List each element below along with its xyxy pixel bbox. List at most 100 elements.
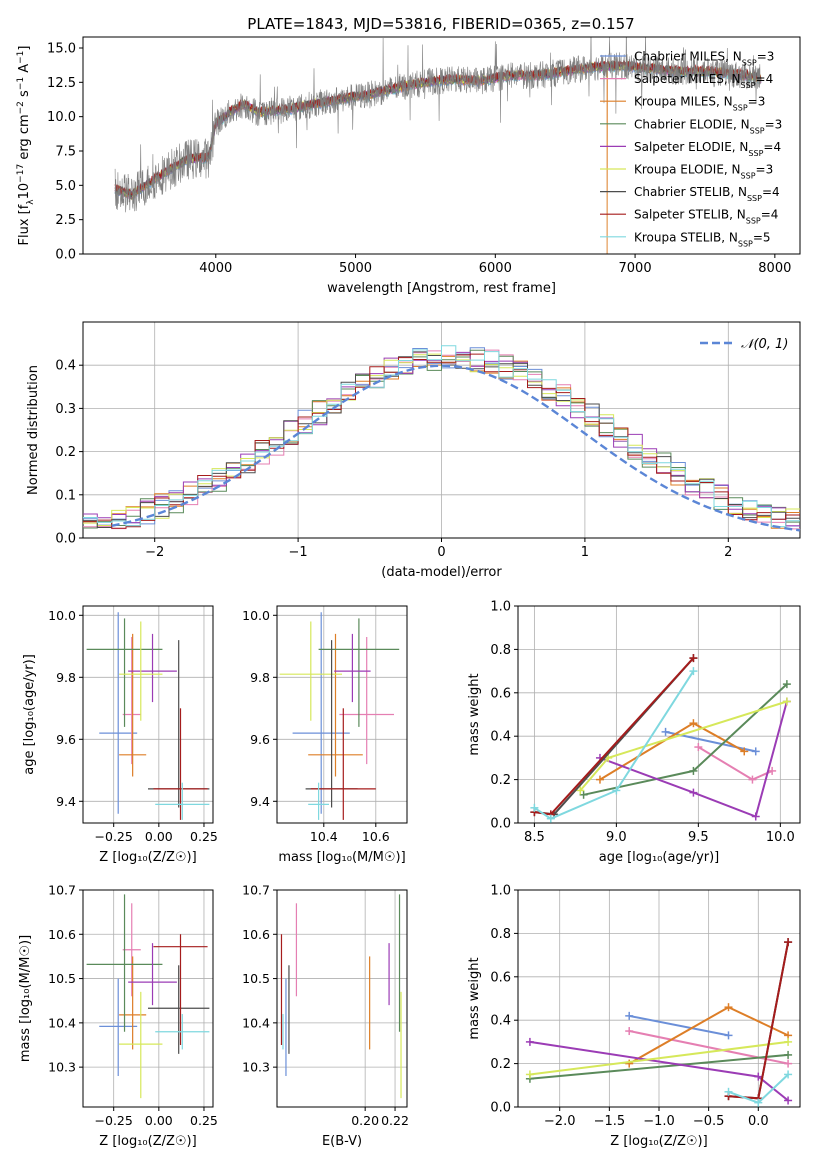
y-axis-label-part: λ [26,199,36,205]
x-tick-label: −1.0 [643,1114,675,1129]
mass-vs-metallicity-panel: −0.25 0.00 0.25 10.3 10.4 10.5 10.6 10.7 Z [log₁… [18,883,218,1150]
legend-sub: SSP [738,239,753,248]
y-tick-label: 0.4 [55,359,76,374]
y-tick-label: 0.4 [490,1014,511,1029]
normal-curve [111,364,801,532]
x-tick-label: 8000 [758,261,791,276]
residuals-panel: −2 −1 0 1 2 0.0 0.1 0.2 0.3 0.4 (data-model)/error… [26,321,801,580]
y-tick-label: 5.0 [55,179,76,194]
y-tick-label: 9.4 [250,794,270,809]
y-axis-label: Normed distribution [26,365,41,495]
x-tick-label: 4000 [199,261,232,276]
x-tick-label: −2 [145,545,164,560]
y-tick-label: 0.2 [490,1057,511,1072]
x-axis-label: (data-model)/error [381,565,502,580]
x-tick-label: 0.25 [190,1113,218,1128]
legend-name: Kroupa ELODIE, N [634,163,741,177]
x-tick-label: −1.5 [594,1114,626,1129]
legend-label-KS: Kroupa STELIB, NSSP=5 [634,230,771,248]
legend-value: =5 [753,230,771,244]
y-axis-label-part: s [17,90,32,101]
axes-frame [276,605,408,824]
legend-sub: SSP [741,81,756,90]
y-tick-label: 10.0 [48,608,76,623]
y-tick-label: 10.6 [48,927,76,942]
legend-sub: SSP [733,103,748,112]
legend-value: =4 [763,140,781,154]
y-axis-label: mass weight [467,957,482,1039]
y-tick-label: 0.4 [490,730,511,745]
age-vs-metallicity-panel: −0.25 0.00 0.25 9.4 9.6 9.8 10.0 Z [log₁₀(Z/Z☉)… [22,605,218,865]
x-tick-label: 1 [581,545,589,560]
y-tick-label: 15.0 [47,41,76,56]
y-tick-label: 0.8 [490,643,511,658]
axes-frame [82,36,801,255]
spectrum-panel: 4000 5000 6000 7000 8000 0.0 2.5 5.0 7.5 10.0 12.5… [16,36,801,296]
y-axis-label-part: −17 [16,164,26,183]
x-axis-label: Z [log₁₀(Z/Z☉)] [610,1134,707,1149]
y-tick-label: 1.0 [490,600,511,615]
legend-label-SE: Salpeter ELODIE, NSSP=4 [634,140,781,158]
x-tick-label: 0.0 [748,1114,769,1129]
legend-sub: SSP [747,194,762,203]
x-tick-label: −2.0 [544,1114,576,1129]
weight-line-KS [533,670,695,820]
y-axis-label-part: −2 [16,101,26,114]
x-axis-label: wavelength [Angstrom, rest frame] [327,281,556,296]
legend-name: Salpeter ELODIE, N [634,140,748,154]
y-tick-label: 9.8 [250,670,270,685]
y-axis-label-part: −1 [16,51,26,64]
y-tick-label: 0.6 [490,970,511,985]
x-tick-label: 0.00 [145,1113,173,1128]
y-tick-label: 2.5 [55,213,76,228]
weight-vs-age-panel: 8.5 9.0 9.5 10.0 0.0 0.2 0.4 0.6 0.8 1.0 age [log₁… [467,600,801,865]
x-axis-label: E(B-V) [322,1134,362,1149]
plot-area [114,37,762,254]
x-axis-label: Z [log₁₀(Z/Z☉)] [99,850,196,865]
legend-name: Chabrier MILES, N [634,50,742,64]
axes-frame [276,889,408,1108]
y-tick-label: 0.1 [55,488,76,503]
y-axis-label: Flux [fλ10−17 erg cm−2 s−1 A−1] [16,46,36,246]
x-tick-label: 8.5 [524,830,545,845]
legend-sub: SSP [748,148,763,157]
legend-name: Chabrier STELIB, N [634,185,747,199]
x-tick-label: 9.5 [688,830,709,845]
y-axis-label-part: Flux [f [17,204,32,245]
y-tick-label: 10.7 [242,883,270,898]
legend-name: Kroupa MILES, N [634,95,733,109]
y-tick-label: 10.6 [242,927,270,942]
legend-label-KE: Kroupa ELODIE, NSSP=3 [634,163,773,181]
legend-label-CE: Chabrier ELODIE, NSSP=3 [634,117,782,135]
x-tick-label: −0.25 [95,829,133,844]
legend-name: Salpeter MILES, N [634,72,741,86]
weight-vs-metallicity-panel: −2.0 −1.5 −1.0 −0.5 0.0 0.0 0.2 0.4 0.6 0.8 1.0 Z [… [467,884,801,1149]
legend-name: Chabrier ELODIE, N [634,117,750,131]
y-tick-label: 9.4 [56,794,76,809]
y-tick-label: 10.4 [242,1015,270,1030]
y-axis-label-part: ] [17,46,32,51]
legend-value: =4 [756,72,774,86]
x-axis-label: age [log₁₀(age/yr)] [599,850,720,865]
legend-value: =3 [756,163,774,177]
figure-title: PLATE=1843, MJD=53816, FIBERID=0365, z=0… [247,15,634,33]
y-tick-label: 9.6 [250,732,270,747]
y-axis-label: age [log₁₀(age/yr)] [22,654,37,775]
legend-value: =4 [761,208,779,222]
y-tick-label: 0.2 [55,445,76,460]
legend-value: =3 [748,95,766,109]
axes-frame [82,889,214,1108]
x-tick-label: 0.25 [190,829,218,844]
weight-line-SE [599,701,788,818]
legend-sub: SSP [741,171,756,180]
y-axis-label-part: erg cm [17,114,32,163]
weight-line-CE [529,1053,789,1080]
y-axis-label-part: 10 [17,183,32,200]
x-axis-label: mass [log₁₀(M/M☉)] [278,850,405,865]
x-tick-label: 7000 [619,261,652,276]
y-tick-label: 0.2 [490,773,511,788]
y-tick-label: 10.3 [48,1060,76,1075]
legend-sub: SSP [746,216,761,225]
x-tick-label: −0.5 [693,1114,725,1129]
